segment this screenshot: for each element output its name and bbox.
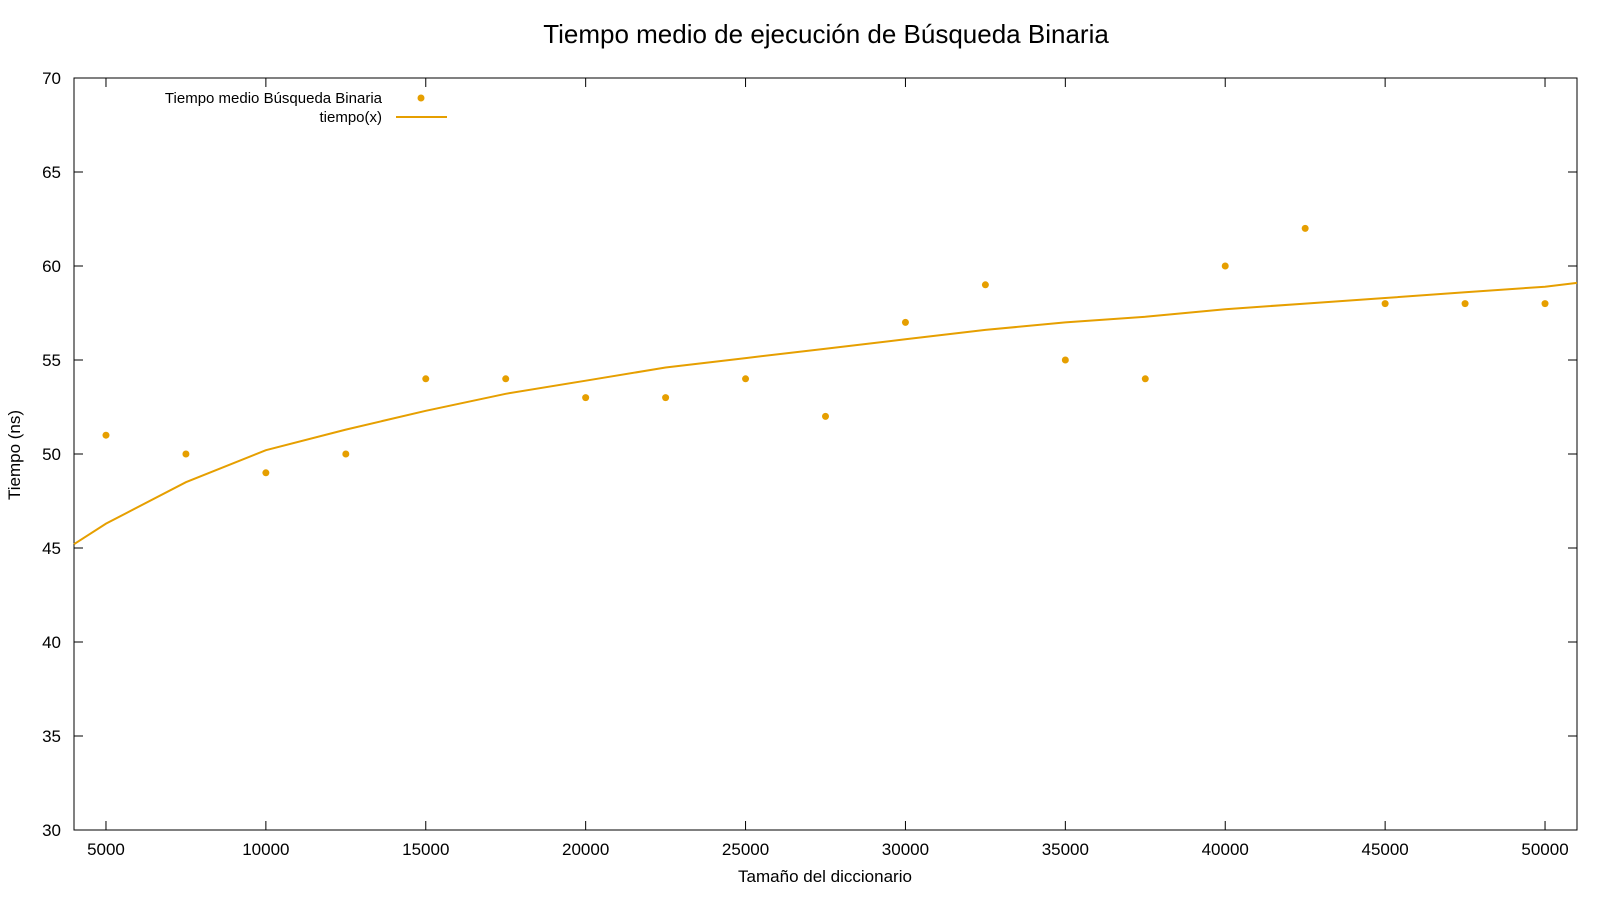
- data-point: [662, 394, 670, 402]
- x-tick-label: 20000: [562, 840, 609, 859]
- data-point: [981, 281, 989, 289]
- fit-curve: [73, 281, 1578, 546]
- x-tick-label: 15000: [402, 840, 449, 859]
- x-axis-label: Tamaño del diccionario: [738, 867, 912, 886]
- y-tick-label: 35: [42, 727, 61, 746]
- y-tick-label: 40: [42, 633, 61, 652]
- data-point: [822, 412, 829, 420]
- data-point: [262, 469, 270, 477]
- x-tick-label: 30000: [882, 840, 929, 859]
- x-tick-label: 35000: [1042, 840, 1089, 859]
- data-point: [422, 375, 430, 383]
- legend: Tiempo medio Búsqueda Binaria tiempo(x): [165, 90, 447, 126]
- data-point: [342, 450, 350, 458]
- data-point: [502, 375, 510, 383]
- y-tick-label: 65: [42, 163, 61, 182]
- series-layer: [73, 224, 1578, 546]
- data-point: [582, 394, 590, 402]
- data-point: [1301, 224, 1309, 232]
- data-point: [1381, 300, 1389, 308]
- x-tick-label: 45000: [1361, 840, 1408, 859]
- legend-marker-points: [417, 94, 425, 102]
- y-tick-label: 55: [42, 351, 61, 370]
- axis-ticks: 5000 10000 15000 20000 25000 30000 35000 40000 4…: [42, 69, 1577, 859]
- x-tick-label: 10000: [242, 840, 289, 859]
- data-point: [1221, 262, 1229, 270]
- x-tick-label: 5000: [87, 840, 125, 859]
- data-point: [1141, 375, 1149, 383]
- data-point: [1461, 300, 1469, 308]
- y-tick-label: 70: [42, 69, 61, 88]
- legend-label-points: Tiempo medio Búsqueda Binaria: [165, 90, 383, 107]
- data-point: [901, 318, 909, 326]
- x-tick-label: 25000: [722, 840, 769, 859]
- data-point: [182, 450, 190, 458]
- data-point: [1061, 356, 1069, 364]
- legend-label-line: tiempo(x): [319, 109, 382, 126]
- plot-border: [73, 77, 1578, 831]
- chart-title: Tiempo medio de ejecución de Búsqueda Bi…: [543, 19, 1109, 49]
- y-tick-label: 45: [42, 539, 61, 558]
- data-point: [102, 431, 110, 439]
- y-axis-label: Tiempo (ns): [5, 410, 24, 500]
- data-point: [1541, 300, 1549, 308]
- x-tick-label: 50000: [1521, 840, 1568, 859]
- y-tick-label: 30: [42, 821, 61, 840]
- y-tick-label: 50: [42, 445, 61, 464]
- data-point: [742, 375, 750, 383]
- y-tick-label: 60: [42, 257, 61, 276]
- x-tick-label: 40000: [1202, 840, 1249, 859]
